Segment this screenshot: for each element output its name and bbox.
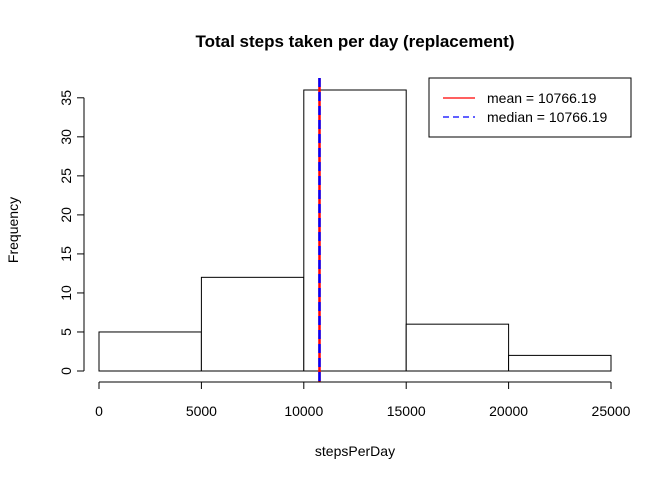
histogram-bar bbox=[200, 276, 305, 372]
legend-label: mean = 10766.19 bbox=[487, 90, 597, 106]
histogram-bar bbox=[98, 331, 202, 372]
histogram-bar bbox=[303, 89, 407, 372]
y-tick-label: 25 bbox=[58, 168, 74, 184]
x-axis: 0 5000 10000 15000 20000 25000 bbox=[95, 381, 631, 419]
legend-label: median = 10766.19 bbox=[487, 109, 607, 125]
y-tick-label: 20 bbox=[58, 207, 74, 223]
bars-group bbox=[98, 89, 612, 372]
legend: mean = 10766.19 median = 10766.19 bbox=[428, 77, 632, 138]
y-tick-label: 10 bbox=[58, 285, 74, 301]
histogram-bar bbox=[508, 354, 612, 372]
y-tick-label: 15 bbox=[58, 246, 74, 262]
x-axis-label: stepsPerDay bbox=[315, 443, 395, 459]
y-tick-label: 0 bbox=[58, 367, 74, 375]
y-tick-label: 35 bbox=[58, 90, 74, 106]
x-tick-label: 15000 bbox=[387, 403, 426, 419]
x-tick-label: 25000 bbox=[592, 403, 631, 419]
y-axis: 0 5 10 15 20 25 30 35 bbox=[58, 90, 85, 375]
y-tick-label: 5 bbox=[58, 328, 74, 336]
y-axis-label: Frequency bbox=[5, 197, 21, 263]
x-tick-label: 10000 bbox=[284, 403, 323, 419]
x-tick-label: 5000 bbox=[186, 403, 217, 419]
chart-title: Total steps taken per day (replacement) bbox=[195, 32, 514, 51]
x-tick-label: 20000 bbox=[489, 403, 528, 419]
y-tick-label: 30 bbox=[58, 129, 74, 145]
histogram-bar bbox=[405, 323, 510, 372]
legend-box bbox=[428, 77, 632, 138]
x-tick-label: 0 bbox=[95, 403, 103, 419]
